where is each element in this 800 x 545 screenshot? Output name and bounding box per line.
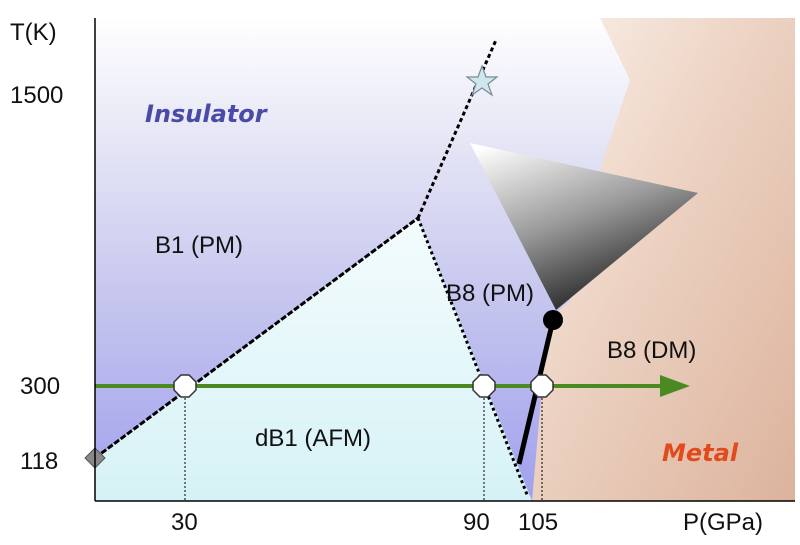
star-icon xyxy=(465,64,499,97)
fluctuation-cone xyxy=(470,143,698,310)
isotherm-arrowhead xyxy=(660,375,690,397)
x-tick-105: 105 xyxy=(518,509,558,536)
y-tick-300: 300 xyxy=(20,373,60,400)
transition-point-105 xyxy=(530,374,554,398)
db1-afm-label: dB1 (AFM) xyxy=(255,425,371,452)
afm-b8-boundary xyxy=(416,217,530,498)
b1-afm-boundary xyxy=(94,216,419,460)
b1-pm-label: B1 (PM) xyxy=(155,232,243,259)
critical-point xyxy=(543,310,563,330)
y-axis-label: T(K) xyxy=(10,19,57,46)
y-tick-118: 118 xyxy=(20,448,58,475)
x-tick-30: 30 xyxy=(171,509,198,536)
x-axis-label: P(GPa) xyxy=(683,509,763,536)
metal-region xyxy=(532,18,795,501)
b8-dm-label: B8 (DM) xyxy=(607,337,696,364)
transition-point-30 xyxy=(173,374,197,398)
metal-label: Metal xyxy=(662,439,739,467)
x-tick-90: 90 xyxy=(463,509,490,536)
transition-point-90 xyxy=(472,374,496,398)
afm-region xyxy=(95,218,532,501)
y-tick-1500: 1500 xyxy=(10,82,63,109)
b8-pm-label: B8 (PM) xyxy=(446,280,534,307)
insulator-label: Insulator xyxy=(145,100,269,128)
